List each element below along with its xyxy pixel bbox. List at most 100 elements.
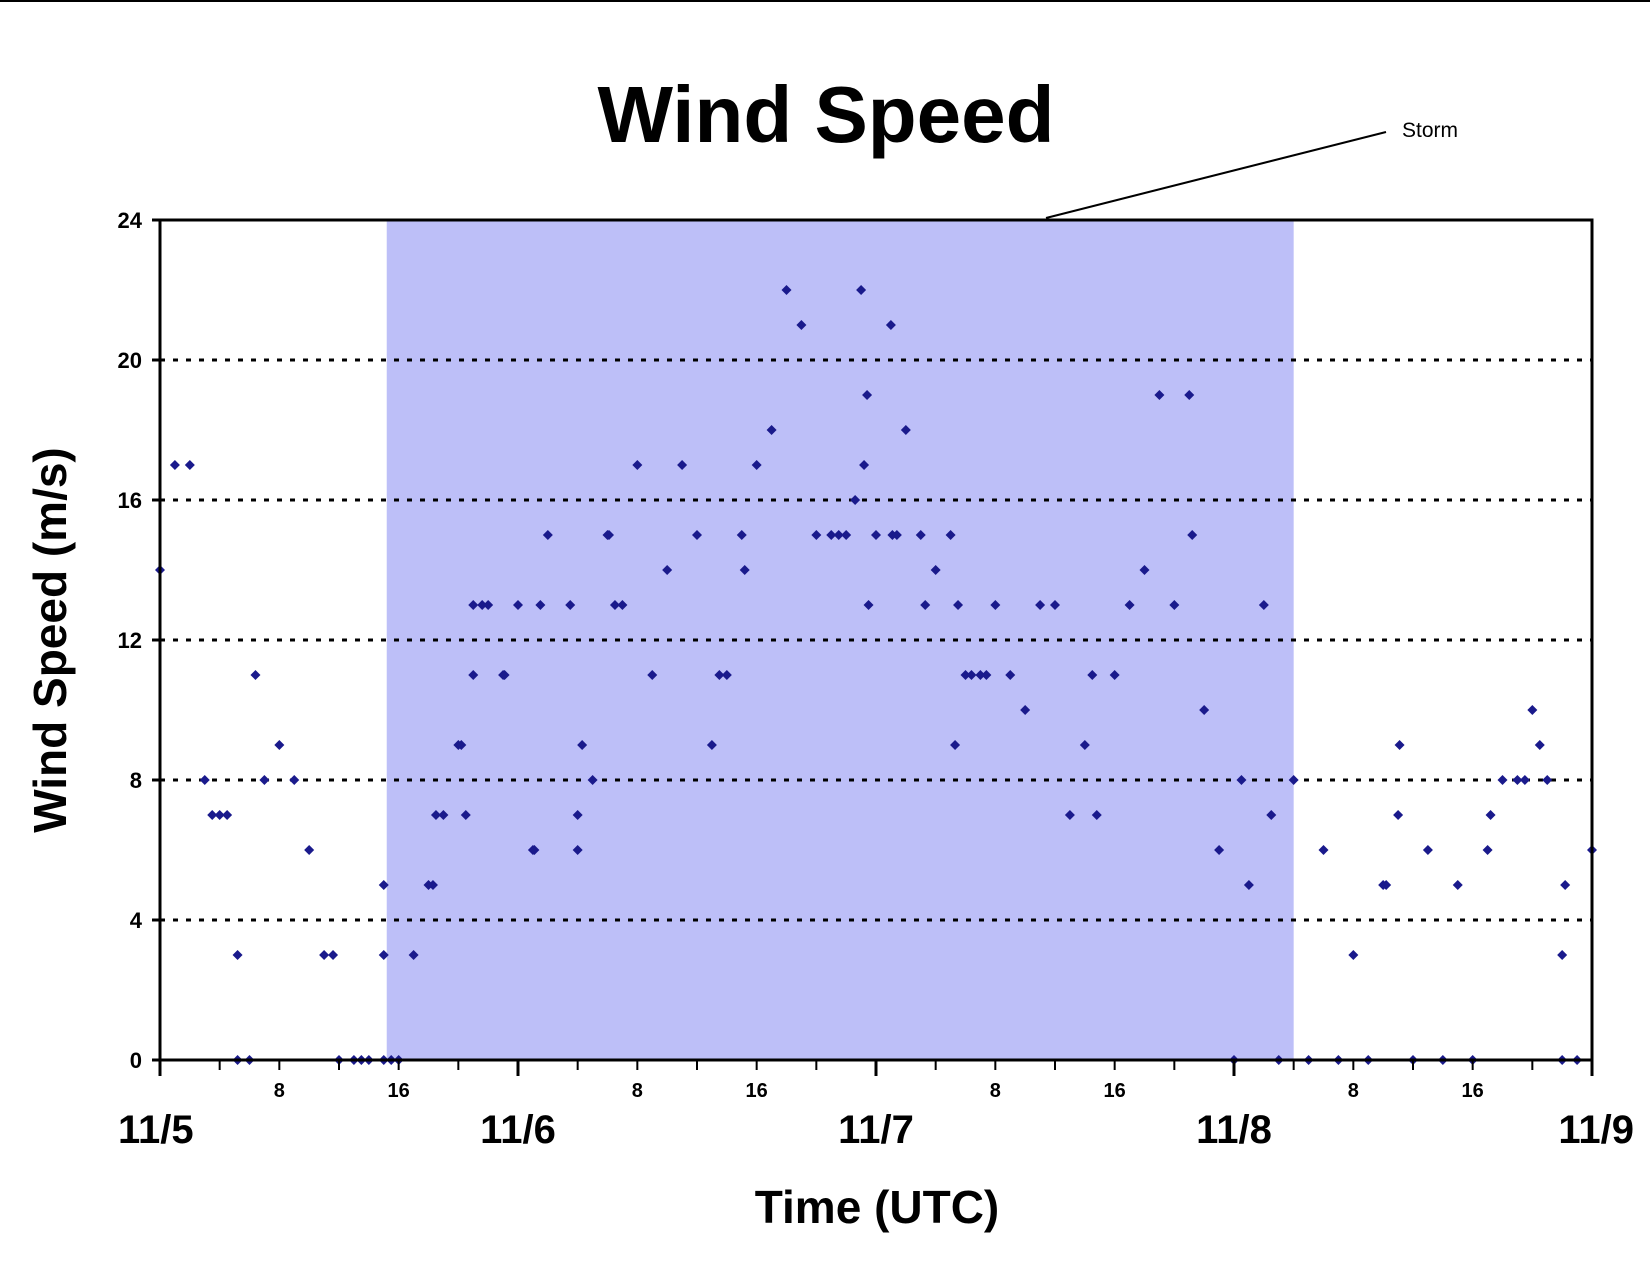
- data-point: [587, 775, 598, 785]
- data-point: [1394, 740, 1405, 750]
- y-tick-label: 4: [130, 908, 143, 933]
- data-point: [871, 530, 881, 540]
- data-point: [1422, 845, 1433, 855]
- data-point: [222, 810, 233, 820]
- data-point: [811, 530, 822, 540]
- data-point: [438, 810, 449, 820]
- data-point: [304, 845, 315, 855]
- data-point: [1214, 845, 1225, 855]
- y-tick-label: 12: [118, 628, 142, 653]
- data-point: [1519, 775, 1530, 785]
- data-point: [960, 670, 971, 680]
- x-date-label: 11/7: [838, 1108, 914, 1152]
- data-point: [199, 775, 210, 785]
- data-point: [1497, 775, 1508, 785]
- x-date-label: 11/8: [1196, 1108, 1272, 1152]
- data-point: [529, 845, 540, 855]
- x-tick-label: 8: [990, 1080, 1001, 1102]
- data-point: [169, 460, 180, 470]
- data-point: [477, 600, 488, 610]
- data-point: [232, 950, 243, 960]
- data-point: [859, 460, 870, 470]
- x-date-label: 11/5: [118, 1108, 194, 1152]
- x-tick-label: 16: [1104, 1080, 1126, 1102]
- data-point: [513, 600, 523, 610]
- data-point: [1318, 845, 1329, 855]
- data-point: [850, 495, 861, 505]
- data-point: [609, 600, 620, 610]
- data-point: [1087, 670, 1098, 680]
- y-tick-label: 0: [130, 1048, 142, 1073]
- data-point: [1079, 740, 1090, 750]
- data-point: [572, 810, 583, 820]
- data-point: [274, 740, 285, 750]
- x-date-label: 11/6: [480, 1108, 556, 1152]
- data-point: [981, 670, 992, 680]
- data-point: [427, 880, 438, 890]
- data-point: [975, 670, 986, 680]
- data-point: [289, 775, 300, 785]
- y-tick-label: 16: [118, 488, 142, 513]
- x-tick-label: 8: [274, 1080, 285, 1102]
- data-point: [1534, 740, 1545, 750]
- data-point: [966, 670, 977, 680]
- data-point: [1258, 600, 1269, 610]
- data-point: [1557, 950, 1568, 960]
- x-tick-label: 16: [388, 1080, 410, 1102]
- data-point: [328, 950, 339, 960]
- data-point: [468, 670, 479, 680]
- data-point: [826, 530, 837, 540]
- axes-layer: 0 4 8 12 16 20 24 8 16 8 16 8 16 8 16 11/5 11/6 11/7 11/8 1…: [118, 208, 1634, 1152]
- data-point: [647, 670, 658, 680]
- x-tick-label: 8: [1348, 1080, 1359, 1102]
- data-point: [1452, 880, 1463, 890]
- data-point: [945, 530, 956, 540]
- data-point: [214, 810, 225, 820]
- storm-annotation-leader: [1045, 131, 1387, 219]
- data-point: [1109, 670, 1120, 680]
- data-point: [766, 425, 777, 435]
- data-point: [207, 810, 218, 820]
- data-point: [456, 740, 467, 750]
- data-point: [796, 320, 807, 330]
- data-point: [184, 460, 195, 470]
- data-point: [1184, 390, 1195, 400]
- data-point: [1154, 390, 1165, 400]
- data-point: [900, 425, 911, 435]
- data-point: [1560, 880, 1571, 890]
- data-point: [677, 460, 688, 470]
- y-tick-label: 8: [130, 768, 142, 793]
- data-point: [714, 670, 725, 680]
- chart-title: Wind Speed: [597, 70, 1054, 159]
- data-point: [1199, 705, 1210, 715]
- data-point: [1187, 530, 1198, 540]
- data-point: [950, 740, 961, 750]
- data-point: [1266, 810, 1277, 820]
- data-point: [378, 880, 389, 890]
- data-point: [1482, 845, 1493, 855]
- gridlines-layer: [160, 358, 1592, 922]
- data-point: [1236, 775, 1247, 785]
- data-point: [483, 600, 494, 610]
- data-point: [1288, 775, 1299, 785]
- data-point: [920, 600, 931, 610]
- data-point: [460, 810, 471, 820]
- data-point: [1348, 950, 1359, 960]
- data-point: [1527, 705, 1538, 715]
- data-point: [632, 460, 643, 470]
- data-point: [706, 740, 717, 750]
- data-point: [915, 530, 926, 540]
- data-point: [1169, 600, 1180, 610]
- data-point: [499, 670, 510, 680]
- data-point: [572, 845, 583, 855]
- data-point: [692, 530, 702, 540]
- data-point: [1381, 880, 1392, 890]
- data-point: [736, 530, 747, 540]
- data-point: [1091, 810, 1102, 820]
- data-point: [1124, 600, 1135, 610]
- data-point: [430, 810, 441, 820]
- data-point: [535, 600, 546, 610]
- data-points-layer: [155, 285, 1597, 1065]
- data-point: [1139, 565, 1150, 575]
